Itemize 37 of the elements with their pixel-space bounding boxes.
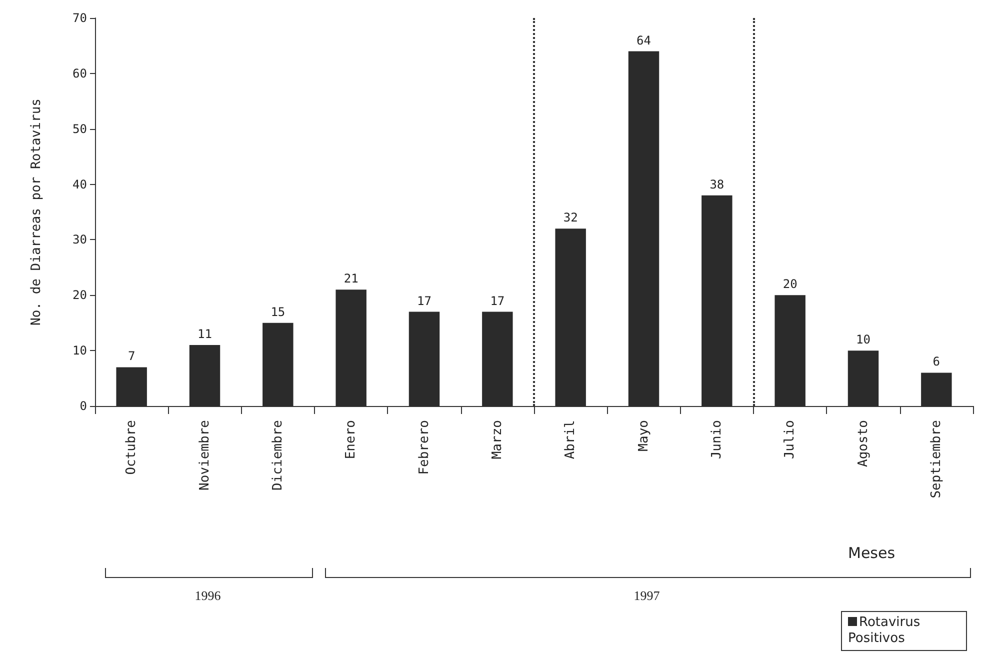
text: 1996: [194, 588, 221, 604]
x-tick-label: Agosto: [856, 420, 871, 467]
x-tick-label: Octubre: [124, 420, 140, 475]
data-label: 21: [344, 272, 358, 286]
data-label: 64: [636, 33, 651, 48]
data-label: 32: [563, 210, 578, 225]
x-tick-label: Mayo: [636, 420, 652, 452]
y-tick-label: 70: [72, 11, 87, 25]
y-tick-label: 0: [80, 399, 87, 413]
x-tick-label: Marzo: [490, 420, 505, 460]
x-tick-label: Septiembre: [928, 420, 944, 498]
x-tick-label: Enero: [344, 420, 359, 460]
x-axis-title: Meses: [848, 544, 896, 562]
data-label: 15: [270, 304, 286, 319]
x-tick-label: Junio: [709, 420, 724, 460]
data-label: 38: [710, 177, 724, 192]
data-label: 10: [856, 332, 870, 347]
y-tick-label: 50: [72, 122, 87, 136]
legend-label: Rotavirus Positivos: [848, 615, 922, 647]
x-tick-label: Diciembre: [270, 420, 286, 490]
data-label: 17: [490, 294, 505, 308]
y-tick-label: 40: [72, 177, 87, 192]
data-label: 7: [128, 349, 136, 364]
x-tick-label: Noviembre: [197, 420, 212, 490]
y-tick-label: 10: [72, 344, 87, 358]
text: 1997: [634, 588, 660, 604]
x-tick-label: Febrero: [416, 420, 432, 475]
data-label: 6: [932, 354, 940, 369]
data-label: 20: [782, 277, 798, 292]
y-axis-title: No. de Diarreas por Rotavirus: [29, 98, 44, 326]
data-label: 11: [198, 327, 212, 342]
x-tick-label: Julio: [782, 420, 798, 460]
data-label: 17: [417, 294, 432, 308]
y-tick-label: 30: [72, 232, 87, 247]
y-tick-label: 60: [72, 66, 87, 80]
y-tick-label: 20: [72, 288, 87, 302]
x-tick-label: Abril: [563, 420, 578, 460]
